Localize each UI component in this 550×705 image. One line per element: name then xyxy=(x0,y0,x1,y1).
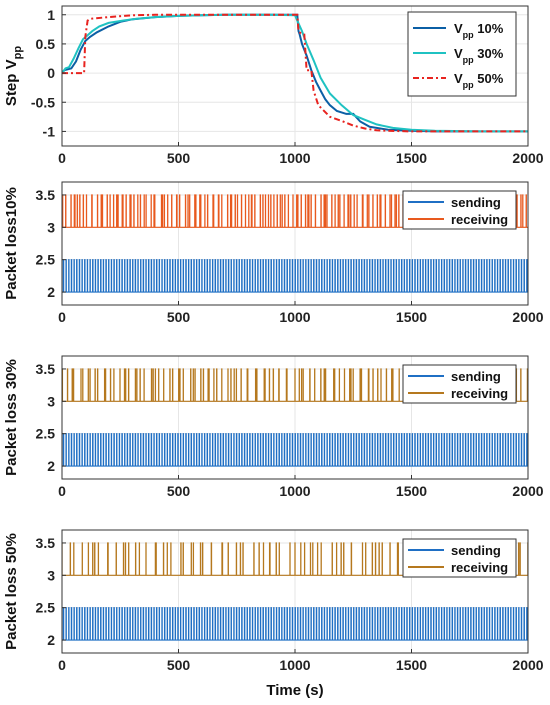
x-tick-label: 2000 xyxy=(512,309,543,325)
y-tick-label: 0 xyxy=(47,65,55,81)
x-tick-label: 500 xyxy=(167,657,191,673)
legend: sending receiving xyxy=(402,190,517,230)
panel-2: 0 500 1000 1500 2000 3.5 3 2.5 2 Packet loss10% se… xyxy=(3,181,544,325)
panel-3: 0 500 1000 1500 2000 3.5 3 2.5 2 Packet loss 30% s… xyxy=(3,355,544,499)
y-axis-label: Step Vpp xyxy=(3,46,24,106)
y-tick-label: 2.5 xyxy=(36,252,56,268)
legend-label: receiving xyxy=(451,386,508,401)
x-tick-label: 1500 xyxy=(396,150,427,166)
legend: sending receiving xyxy=(402,538,517,578)
y-tick-label: 3.5 xyxy=(36,361,56,377)
y-tick-label: 3.5 xyxy=(36,535,56,551)
y-tick-label: -0.5 xyxy=(31,94,55,110)
x-tick-label: 0 xyxy=(58,483,66,499)
legend-label: Vpp 50% xyxy=(454,71,504,90)
x-tick-label: 2000 xyxy=(512,483,543,499)
series-sending xyxy=(62,607,528,641)
y-tick-label: 3 xyxy=(47,219,55,235)
x-tick-label: 1000 xyxy=(279,483,310,499)
series-sending xyxy=(62,433,528,467)
y-tick-label: 1 xyxy=(47,7,55,23)
legend: Vpp 10% Vpp 30% Vpp 50% xyxy=(407,11,517,97)
legend-label: Vpp 30% xyxy=(454,46,504,65)
legend-label: sending xyxy=(451,195,501,210)
x-tick-label: 1500 xyxy=(396,483,427,499)
x-tick-label: 500 xyxy=(167,150,191,166)
series-sending xyxy=(62,259,528,293)
x-tick-label: 1000 xyxy=(279,309,310,325)
x-tick-label: 1500 xyxy=(396,657,427,673)
x-tick-label: 0 xyxy=(58,309,66,325)
y-tick-label: -1 xyxy=(43,123,56,139)
panel-1: 0 500 1000 1500 2000 1 0.5 0 -0.5 -1 Step Vpp Vpp 1… xyxy=(3,5,544,166)
x-tick-label: 1000 xyxy=(279,150,310,166)
y-tick-label: 2.5 xyxy=(36,600,56,616)
y-axis-label: Packet loss10% xyxy=(3,187,20,300)
legend-box xyxy=(402,538,517,578)
x-tick-label: 0 xyxy=(58,150,66,166)
x-axis-label: Time (s) xyxy=(266,682,323,699)
legend-label: Vpp 10% xyxy=(454,21,504,40)
x-tick-label: 500 xyxy=(167,309,191,325)
legend-label: receiving xyxy=(451,560,508,575)
y-tick-label: 2 xyxy=(47,632,55,648)
legend: sending receiving xyxy=(402,364,517,404)
legend-box xyxy=(402,364,517,404)
legend-label: receiving xyxy=(451,212,508,227)
legend-label: sending xyxy=(451,543,501,558)
y-tick-label: 2 xyxy=(47,458,55,474)
y-tick-label: 2.5 xyxy=(36,426,56,442)
x-tick-label: 1000 xyxy=(279,657,310,673)
y-tick-label: 3.5 xyxy=(36,187,56,203)
x-tick-label: 1500 xyxy=(396,309,427,325)
y-tick-label: 0.5 xyxy=(36,36,56,52)
x-tick-label: 2000 xyxy=(512,150,543,166)
plot-area xyxy=(62,13,528,133)
y-tick-label: 3 xyxy=(47,567,55,583)
panel-4: 0 500 1000 1500 2000 3.5 3 2.5 2 Packet loss 50% T… xyxy=(3,529,544,699)
x-tick-label: 2000 xyxy=(512,657,543,673)
legend-box xyxy=(402,190,517,230)
y-tick-label: 3 xyxy=(47,393,55,409)
x-tick-label: 500 xyxy=(167,483,191,499)
legend-label: sending xyxy=(451,369,501,384)
y-axis-label: Packet loss 50% xyxy=(3,533,20,650)
series-line-3 xyxy=(62,13,528,133)
x-tick-label: 0 xyxy=(58,657,66,673)
y-axis-label: Packet loss 30% xyxy=(3,359,20,476)
y-tick-label: 2 xyxy=(47,284,55,300)
